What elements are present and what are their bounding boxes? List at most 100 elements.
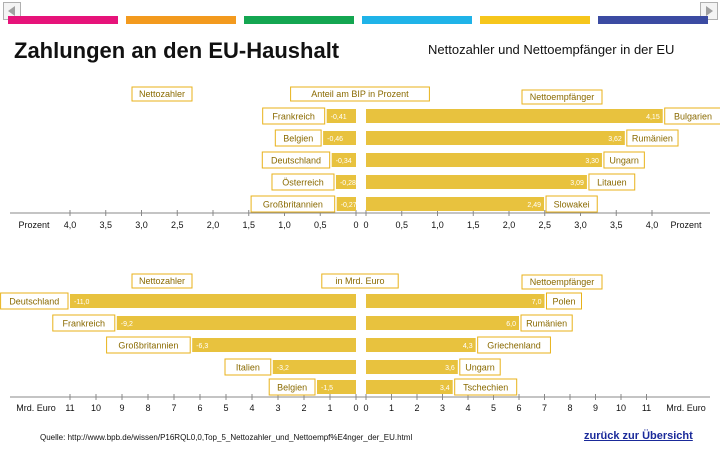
payer-bar	[116, 316, 356, 330]
payer-name-label: Belgien	[283, 134, 313, 144]
tick-label-left: 1,5	[242, 220, 255, 230]
receiver-value-label: 3,62	[608, 136, 622, 143]
tick-label-left: 10	[91, 403, 101, 413]
receiver-bar	[366, 316, 519, 330]
receiver-name-box	[588, 173, 636, 191]
source-note: Quelle: http://www.bpb.de/wissen/P16RQL0…	[40, 433, 413, 442]
tick-label-right: 11	[642, 403, 651, 413]
tick-label-left: 3,0	[135, 220, 148, 230]
payer-name-label: Belgien	[277, 383, 307, 393]
tick-label-left: 0,5	[314, 220, 327, 230]
tick-label-left: 3,5	[99, 220, 112, 230]
receiver-name-box	[546, 292, 582, 310]
receiver-bar	[366, 360, 458, 374]
receiver-name-box	[603, 151, 645, 169]
payer-name-label: Österreich	[282, 178, 324, 188]
receiver-name-box	[664, 107, 720, 125]
receiver-value-label: 2,49	[527, 202, 541, 209]
tick-label-right: 1,5	[467, 220, 480, 230]
tick-label-right: 2,5	[538, 220, 551, 230]
payer-name-label: Großbritannien	[263, 200, 323, 210]
page-title: Zahlungen an den EU-Haushalt	[14, 38, 340, 63]
next-slide-button[interactable]	[700, 2, 718, 20]
receiver-name-box	[454, 378, 518, 396]
payer-name-label: Großbritannien	[118, 341, 178, 351]
chart-title-box	[321, 273, 399, 289]
receiver-name-label: Rumänien	[632, 134, 673, 144]
payer-name-box	[274, 129, 322, 147]
chart-title: Anteil am BIP in Prozent	[311, 89, 409, 99]
receiver-bar	[366, 338, 476, 352]
payer-value-label: -6,3	[196, 343, 208, 350]
receiver-value-label: 7,0	[532, 299, 542, 306]
receiver-name-label: Griechenland	[487, 341, 541, 351]
tick-label-right: 8	[567, 403, 572, 413]
payer-value-label: -1,5	[321, 385, 333, 392]
page-subtitle: Nettozahler und Nettoempfänger in der EU	[428, 42, 675, 57]
tick-label-right: 3,5	[610, 220, 623, 230]
payer-bar	[317, 380, 356, 394]
tick-label-right: 0,5	[395, 220, 408, 230]
payer-value-label: -0,34	[336, 158, 352, 165]
tick-label-right: 4	[465, 403, 470, 413]
receiver-name-box	[626, 129, 679, 147]
tick-label-left: 2,0	[207, 220, 220, 230]
tick-label-left: 11	[65, 403, 74, 413]
receiver-bar	[366, 109, 663, 123]
payer-bar	[331, 153, 356, 167]
receiver-bar	[366, 175, 587, 189]
receiver-name-box	[545, 195, 598, 213]
payer-value-label: -0,41	[331, 114, 347, 121]
tick-label-right: 0	[363, 403, 368, 413]
color-strip-segment	[244, 16, 354, 24]
payer-name-box	[262, 107, 326, 125]
receiver-name-label: Tschechien	[463, 383, 508, 393]
payer-bar	[335, 175, 356, 189]
axis-unit-left: Prozent	[18, 220, 50, 230]
tick-label-right: 3	[440, 403, 445, 413]
tick-label-left: 1	[327, 403, 332, 413]
color-strip-segment	[126, 16, 236, 24]
receiver-name-label: Slowakei	[554, 200, 590, 210]
tick-label-right: 4,0	[646, 220, 659, 230]
receiver-name-box	[459, 358, 501, 376]
payer-name-label: Deutschland	[9, 297, 59, 307]
payer-bar	[70, 294, 356, 308]
color-strip-segment	[598, 16, 708, 24]
tick-label-left: 9	[119, 403, 124, 413]
tick-label-right: 5	[491, 403, 496, 413]
payer-name-label: Deutschland	[271, 156, 321, 166]
chart-left-header: Nettozahler	[139, 276, 185, 286]
payer-name-label: Frankreich	[272, 112, 315, 122]
receiver-bar	[366, 131, 625, 145]
receiver-name-box	[520, 314, 573, 332]
tick-label-right: 0	[363, 220, 368, 230]
payer-bar	[336, 197, 356, 211]
tick-label-right: 7	[542, 403, 547, 413]
chart-left-header-box	[131, 273, 193, 289]
payer-name-label: Italien	[236, 363, 260, 373]
back-to-overview-link[interactable]: zurück zur Übersicht	[584, 430, 693, 442]
tick-label-left: 8	[145, 403, 150, 413]
payer-name-box	[52, 314, 116, 332]
axis-unit-left: Mrd. Euro	[16, 403, 56, 413]
chart-right-header: Nettoempfänger	[530, 277, 595, 287]
tick-label-right: 1	[389, 403, 394, 413]
payer-name-box	[261, 151, 331, 169]
tick-label-right: 2,0	[503, 220, 516, 230]
chart-right-header-box	[521, 274, 603, 290]
tick-label-right: 6	[516, 403, 521, 413]
chart-title: in Mrd. Euro	[335, 276, 384, 286]
receiver-value-label: 3,09	[570, 180, 584, 187]
tick-label-right: 10	[616, 403, 626, 413]
chart-right-header-box	[521, 89, 603, 105]
payer-bar	[326, 109, 356, 123]
tick-label-left: 4,0	[64, 220, 77, 230]
payer-name-box	[224, 358, 272, 376]
payer-name-box	[0, 292, 69, 310]
tick-label-right: 2	[414, 403, 419, 413]
receiver-name-label: Litauen	[597, 178, 627, 188]
receiver-name-label: Ungarn	[609, 156, 639, 166]
tick-label-left: 0	[353, 403, 358, 413]
